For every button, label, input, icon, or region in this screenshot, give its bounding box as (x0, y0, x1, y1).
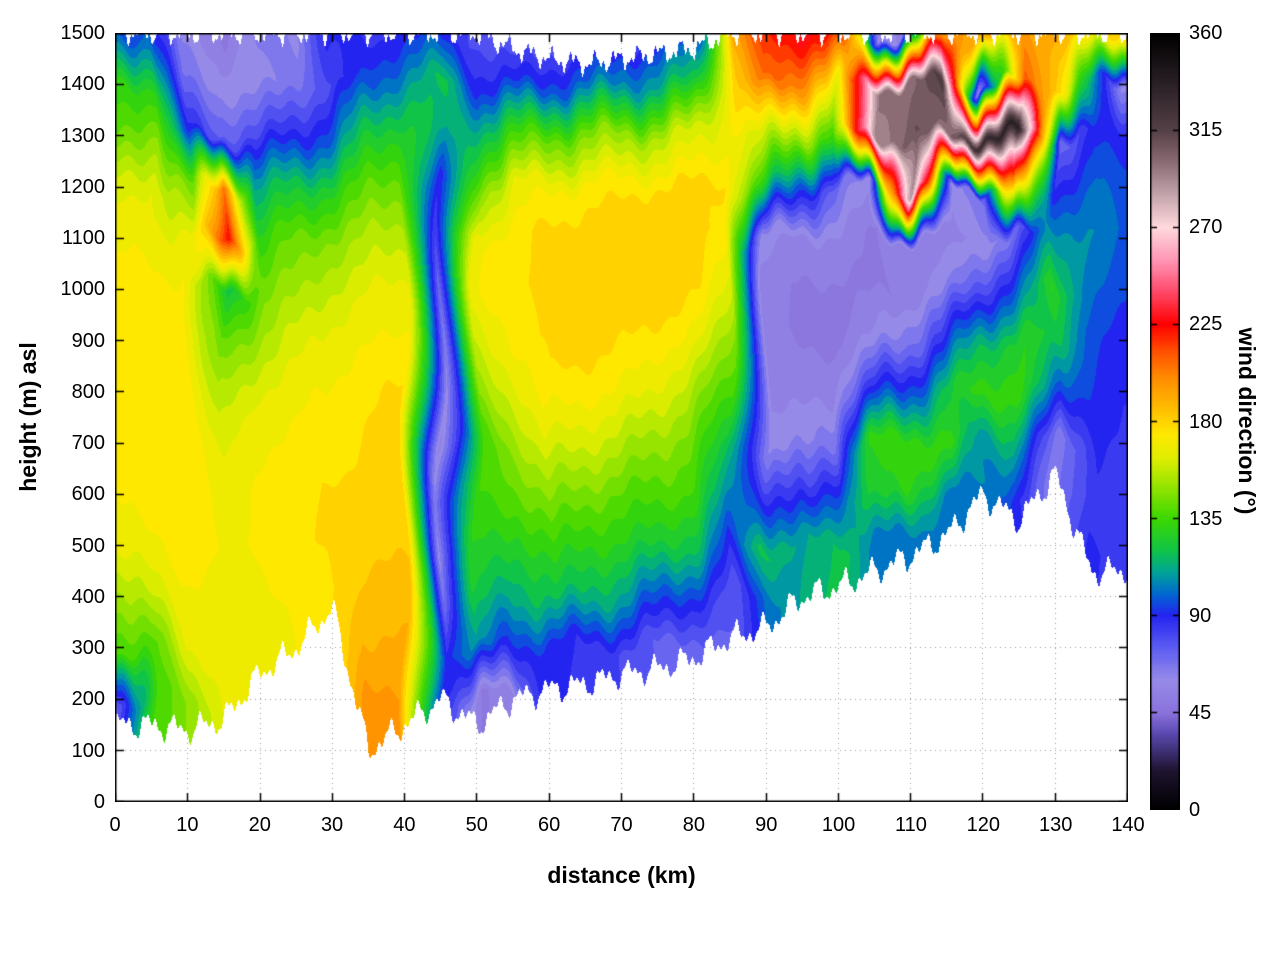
x-tick-label: 30 (320, 814, 344, 836)
colorbar-tick-label: 270 (1189, 216, 1223, 239)
y-tick-label: 1500 (60, 22, 106, 44)
x-tick-label: 120 (966, 814, 1000, 836)
y-tick-label: 1200 (60, 175, 106, 198)
y-tick-label: 400 (71, 585, 105, 608)
y-tick-label: 1300 (60, 124, 106, 147)
x-tick-label: 100 (821, 814, 856, 836)
colorbar-tick-label: 90 (1189, 604, 1212, 627)
colorbar-canvas (1150, 33, 1180, 810)
colorbar-tick-label: 180 (1189, 410, 1223, 433)
plot-area (115, 33, 1128, 802)
y-tick-label: 900 (71, 329, 105, 352)
colorbar-tick-label: 360 (1189, 22, 1223, 44)
x-tick-label: 10 (176, 814, 199, 836)
x-axis-title: distance (km) (547, 862, 696, 888)
x-tick-label: 0 (109, 814, 121, 836)
x-tick-label: 20 (248, 814, 271, 836)
x-tick-label: 130 (1038, 814, 1073, 836)
colorbar-title: wind direction (°) (1234, 327, 1260, 515)
y-tick-label: 300 (71, 637, 105, 660)
y-tick-label: 1100 (61, 227, 105, 250)
x-tick-label: 140 (1111, 814, 1145, 836)
y-tick-label: 1400 (60, 73, 106, 96)
x-tick-label: 60 (538, 814, 561, 836)
y-tick-label: 0 (93, 791, 105, 813)
x-tick-label: 50 (465, 814, 488, 836)
colorbar-tick-label: 315 (1189, 119, 1223, 142)
y-tick-label: 500 (71, 534, 105, 557)
x-tick-label: 40 (393, 814, 416, 836)
y-tick-label: 200 (71, 688, 105, 711)
colorbar-tick-label: 225 (1189, 313, 1223, 336)
colorbar (1150, 33, 1180, 810)
heatmap-canvas (115, 33, 1128, 802)
y-axis-title: height (m) asl (15, 342, 41, 492)
colorbar-tick-label: 135 (1189, 507, 1223, 530)
y-tick-label: 100 (71, 739, 105, 762)
x-tick-label: 70 (610, 814, 633, 836)
colorbar-tick-label: 0 (1189, 799, 1201, 821)
colorbar-tick-label: 45 (1189, 701, 1212, 724)
y-tick-label: 1000 (60, 278, 106, 301)
x-tick-label: 80 (682, 814, 705, 836)
y-tick-label: 600 (71, 483, 105, 506)
y-tick-label: 800 (71, 380, 105, 403)
x-tick-label: 110 (894, 814, 927, 836)
x-tick-label: 90 (755, 814, 778, 836)
y-tick-label: 700 (71, 432, 105, 455)
